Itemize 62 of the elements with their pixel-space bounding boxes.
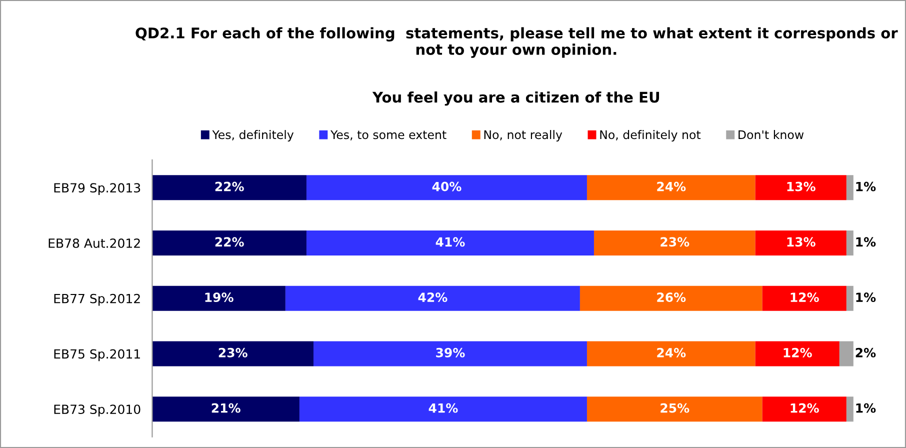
data-label: 23% bbox=[660, 237, 690, 247]
data-label: 42% bbox=[418, 292, 448, 302]
bar bbox=[846, 286, 854, 311]
data-label: 13% bbox=[787, 237, 816, 247]
bar bbox=[152, 175, 306, 200]
y-tick-label: EB75 Sp.2011 bbox=[54, 349, 140, 362]
data-label: 22% bbox=[215, 182, 244, 192]
bar bbox=[152, 230, 306, 256]
bar bbox=[839, 341, 854, 366]
legend-label: Yes, to some extent bbox=[330, 130, 446, 140]
bar bbox=[846, 230, 854, 256]
legend-label: Don't know bbox=[738, 130, 804, 140]
bar bbox=[586, 396, 762, 422]
data-label: 40% bbox=[432, 182, 462, 192]
data-label: 1% bbox=[856, 182, 876, 192]
data-label: 41% bbox=[436, 237, 465, 247]
chart-title: QD2.1 For each of the following statements, please tell me to what extent it corresponds or not to your own opinion. bbox=[136, 27, 898, 58]
bar bbox=[586, 341, 756, 366]
bar bbox=[152, 286, 286, 311]
y-tick-label: EB73 Sp.2010 bbox=[54, 404, 140, 416]
legend-label: No, not really bbox=[484, 130, 562, 142]
bar bbox=[152, 396, 300, 422]
data-label: 19% bbox=[205, 292, 234, 302]
y-tick-label: EB78 Aut.2012 bbox=[48, 238, 140, 248]
bar bbox=[594, 230, 756, 256]
data-label: 39% bbox=[436, 348, 465, 358]
bar bbox=[762, 396, 846, 422]
bar bbox=[586, 175, 756, 200]
data-label: 12% bbox=[784, 348, 812, 358]
bar bbox=[762, 286, 846, 311]
data-label: 23% bbox=[218, 348, 248, 358]
bar bbox=[313, 341, 587, 366]
data-label: 1% bbox=[856, 292, 876, 302]
y-tick-label: EB79 Sp.2013 bbox=[54, 183, 140, 195]
data-label: 21% bbox=[212, 403, 240, 413]
y-tick-label: EB77 Sp.2012 bbox=[54, 294, 140, 306]
bar bbox=[755, 230, 846, 256]
data-label: 1% bbox=[856, 403, 876, 413]
chart-subtitle: You feel you are a citizen of the EU bbox=[372, 91, 659, 106]
data-label: 25% bbox=[660, 403, 690, 413]
bar bbox=[306, 230, 594, 256]
bar bbox=[755, 341, 840, 366]
bar bbox=[846, 396, 854, 422]
data-label: 24% bbox=[657, 182, 686, 192]
bar bbox=[152, 341, 314, 366]
legend-label: No, definitely not bbox=[600, 130, 701, 142]
bar bbox=[755, 175, 846, 200]
bar bbox=[580, 286, 762, 311]
data-label: 1% bbox=[856, 237, 876, 247]
data-label: 13% bbox=[787, 182, 816, 192]
bar bbox=[299, 396, 587, 422]
data-label: 26% bbox=[657, 292, 686, 302]
bar bbox=[306, 175, 587, 200]
data-label: 2% bbox=[856, 348, 876, 358]
data-label: 22% bbox=[215, 237, 244, 247]
bar bbox=[846, 175, 854, 200]
data-label: 24% bbox=[657, 348, 686, 358]
data-label: 12% bbox=[790, 403, 819, 413]
bar bbox=[285, 286, 580, 311]
legend-label: Yes, definitely bbox=[212, 130, 294, 142]
data-label: 12% bbox=[790, 292, 819, 302]
data-label: 41% bbox=[428, 403, 458, 413]
